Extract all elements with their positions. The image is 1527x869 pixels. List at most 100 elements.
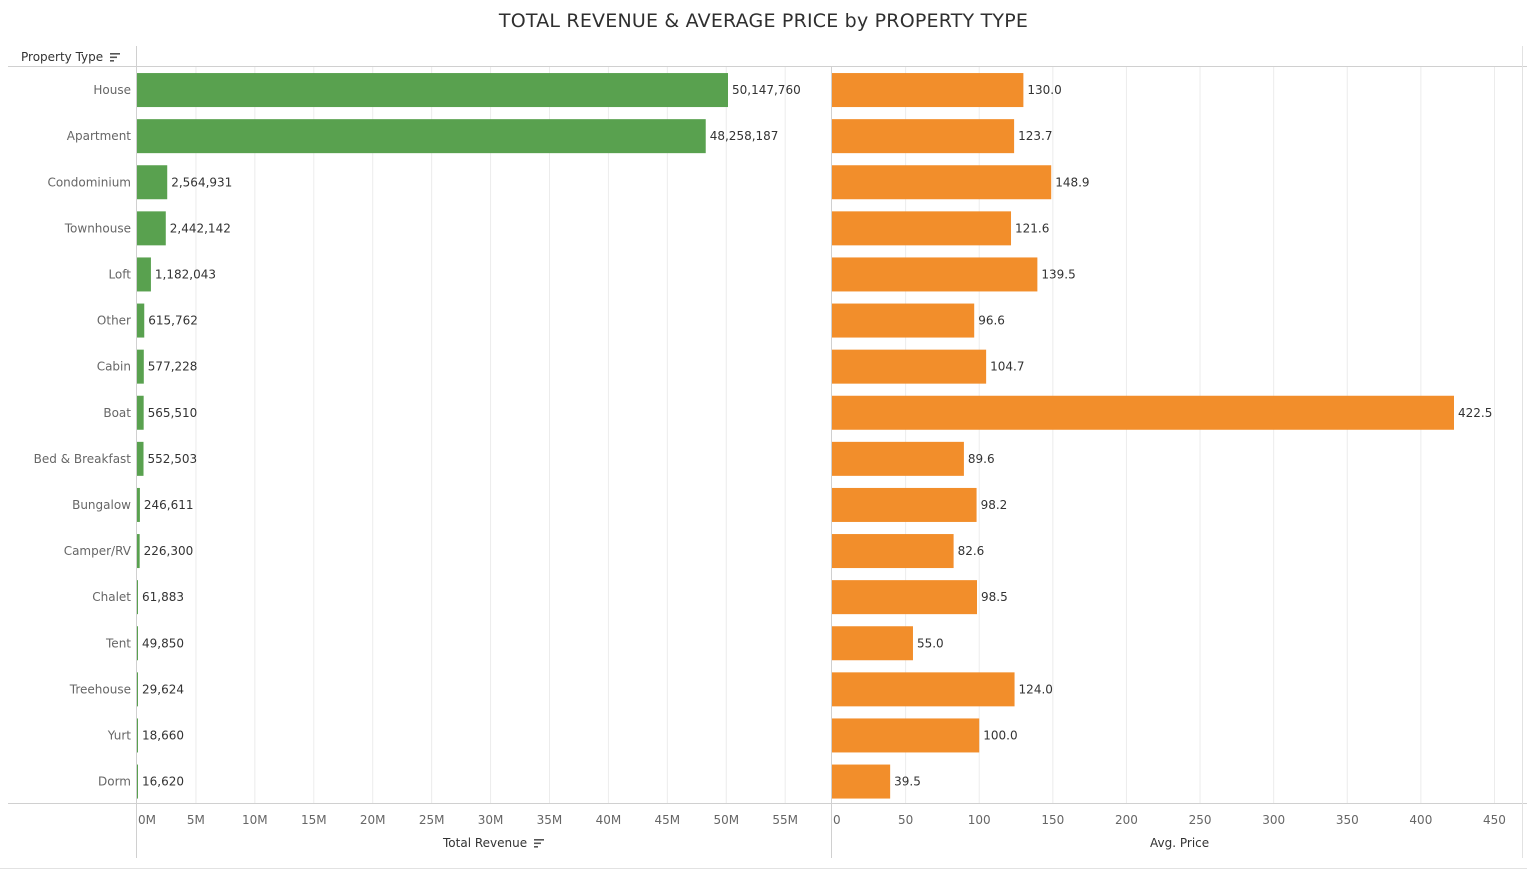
revenue-tick-label: 35M bbox=[537, 813, 563, 827]
revenue-value-label: 50,147,760 bbox=[732, 83, 801, 97]
price-bar bbox=[832, 441, 964, 476]
category-label: Treehouse bbox=[69, 682, 131, 696]
grid-lines bbox=[195, 67, 1495, 803]
revenue-value-label: 577,228 bbox=[148, 360, 198, 374]
price-value-label: 422.5 bbox=[1458, 406, 1492, 420]
price-bar bbox=[832, 211, 1012, 246]
revenue-axis-title-label: Total Revenue bbox=[443, 836, 528, 850]
revenue-bar bbox=[137, 257, 151, 292]
revenue-value-label: 552,503 bbox=[148, 452, 198, 466]
category-label: Bed & Breakfast bbox=[34, 452, 132, 466]
category-label: Loft bbox=[108, 267, 131, 281]
category-label: Townhouse bbox=[64, 221, 131, 235]
revenue-bar bbox=[137, 395, 144, 430]
revenue-value-label: 1,182,043 bbox=[155, 267, 216, 281]
revenue-value-label: 226,300 bbox=[144, 544, 194, 558]
category-label: Condominium bbox=[47, 175, 131, 189]
bars bbox=[137, 73, 1454, 799]
sort-icon[interactable] bbox=[109, 51, 121, 65]
labels: 0M 5M 10M 15M 20M 25M 30M 35M 40M 45M 50M 55M 0 50 100… bbox=[34, 83, 1506, 827]
price-bar bbox=[832, 303, 975, 338]
price-bar bbox=[832, 580, 978, 615]
price-value-label: 104.7 bbox=[990, 360, 1024, 374]
sort-icon[interactable] bbox=[533, 837, 545, 851]
price-tick-label: 250 bbox=[1189, 813, 1212, 827]
price-bar bbox=[832, 349, 987, 384]
revenue-bar bbox=[137, 73, 728, 108]
revenue-bar bbox=[137, 441, 144, 476]
price-tick-label: 0 bbox=[833, 813, 841, 827]
revenue-tick-label: 50M bbox=[713, 813, 739, 827]
price-axis-title: Avg. Price bbox=[1150, 836, 1210, 850]
revenue-bar bbox=[137, 303, 145, 338]
revenue-tick-label: 10M bbox=[242, 813, 268, 827]
price-value-label: 89.6 bbox=[968, 452, 995, 466]
price-bar bbox=[832, 395, 1454, 430]
price-value-label: 148.9 bbox=[1055, 175, 1089, 189]
price-value-label: 98.5 bbox=[981, 590, 1008, 604]
revenue-value-label: 48,258,187 bbox=[710, 129, 779, 143]
price-tick-label: 300 bbox=[1262, 813, 1285, 827]
revenue-value-label: 18,660 bbox=[142, 728, 184, 742]
revenue-value-label: 16,620 bbox=[142, 775, 184, 789]
revenue-bar bbox=[137, 626, 138, 661]
price-value-label: 39.5 bbox=[894, 775, 921, 789]
category-label: Camper/RV bbox=[64, 544, 132, 558]
chart-title: TOTAL REVENUE & AVERAGE PRICE by PROPERT… bbox=[498, 10, 1029, 32]
category-label: Apartment bbox=[67, 129, 131, 143]
revenue-value-label: 2,442,142 bbox=[170, 221, 231, 235]
revenue-bar bbox=[137, 487, 140, 522]
price-tick-label: 50 bbox=[898, 813, 913, 827]
price-tick-label: 200 bbox=[1115, 813, 1138, 827]
price-value-label: 100.0 bbox=[983, 728, 1017, 742]
category-label: Boat bbox=[103, 406, 131, 420]
revenue-bar bbox=[137, 534, 140, 569]
price-value-label: 82.6 bbox=[958, 544, 985, 558]
revenue-tick-label: 5M bbox=[187, 813, 205, 827]
revenue-tick-label: 45M bbox=[655, 813, 681, 827]
price-value-label: 121.6 bbox=[1015, 221, 1049, 235]
category-label: Dorm bbox=[98, 775, 131, 789]
price-value-label: 55.0 bbox=[917, 636, 944, 650]
price-value-label: 96.6 bbox=[978, 314, 1005, 328]
price-bar bbox=[832, 257, 1038, 292]
price-tick-label: 100 bbox=[968, 813, 991, 827]
revenue-tick-label: 0M bbox=[138, 813, 156, 827]
revenue-bar bbox=[137, 211, 166, 246]
price-bar bbox=[832, 73, 1024, 108]
price-value-label: 130.0 bbox=[1027, 83, 1061, 97]
revenue-bar bbox=[137, 349, 144, 384]
revenue-bar bbox=[137, 672, 138, 707]
revenue-bar bbox=[137, 718, 138, 753]
property-type-header[interactable]: Property Type bbox=[21, 50, 121, 65]
category-label: Other bbox=[97, 314, 131, 328]
revenue-value-label: 2,564,931 bbox=[171, 175, 232, 189]
price-bar bbox=[832, 119, 1015, 154]
revenue-bar bbox=[137, 119, 706, 154]
category-label: Tent bbox=[105, 636, 131, 650]
chart-frame bbox=[0, 46, 1527, 869]
category-label: Cabin bbox=[97, 360, 131, 374]
revenue-axis-title[interactable]: Total Revenue bbox=[443, 836, 545, 851]
price-value-label: 98.2 bbox=[981, 498, 1008, 512]
revenue-bar bbox=[137, 580, 138, 615]
property-type-header-label: Property Type bbox=[21, 50, 104, 64]
price-bar bbox=[832, 487, 977, 522]
revenue-bar bbox=[137, 165, 168, 200]
category-label: Chalet bbox=[92, 590, 131, 604]
price-bar bbox=[832, 626, 913, 661]
price-tick-label: 400 bbox=[1409, 813, 1432, 827]
revenue-tick-label: 25M bbox=[419, 813, 445, 827]
price-bar bbox=[832, 672, 1015, 707]
revenue-value-label: 565,510 bbox=[148, 406, 198, 420]
revenue-value-label: 246,611 bbox=[144, 498, 194, 512]
revenue-bar bbox=[137, 764, 138, 799]
revenue-value-label: 61,883 bbox=[142, 590, 184, 604]
price-tick-label: 450 bbox=[1483, 813, 1506, 827]
price-bar bbox=[832, 764, 891, 799]
revenue-value-label: 49,850 bbox=[142, 636, 184, 650]
revenue-tick-label: 40M bbox=[596, 813, 622, 827]
price-tick-label: 350 bbox=[1336, 813, 1359, 827]
